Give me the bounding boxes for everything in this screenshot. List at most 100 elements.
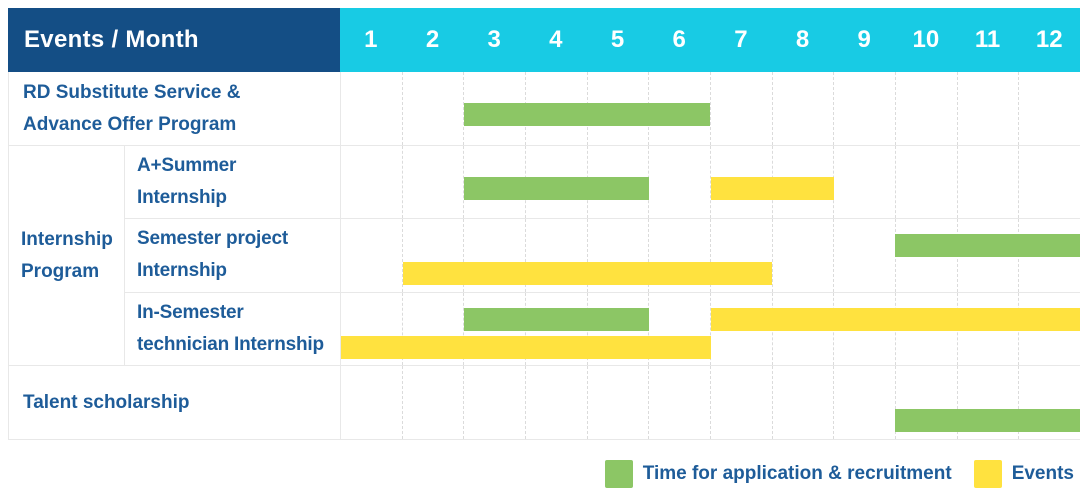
row-label-line: Program bbox=[21, 260, 100, 282]
row-rd-substitute-service-advance-offer-program: RD Substitute Service & Advance Offer Pro… bbox=[9, 72, 1080, 146]
row-label: RD Substitute Service & Advance Offer Pro… bbox=[9, 72, 341, 145]
events-bar bbox=[710, 177, 834, 200]
grid-cell bbox=[463, 72, 525, 145]
grid-cell bbox=[341, 72, 402, 145]
month-grid bbox=[341, 146, 1080, 219]
grid-cell bbox=[341, 219, 402, 291]
grid-cell bbox=[401, 146, 464, 219]
month-header-6: 6 bbox=[672, 26, 686, 53]
month-header-10: 10 bbox=[912, 26, 940, 53]
month-header-7: 7 bbox=[734, 26, 748, 53]
grid-cell bbox=[525, 366, 587, 439]
schedule-table: Events / Month 1 2 3 4 5 6 7 8 9 10 11 12 RD Substi… bbox=[8, 8, 1080, 440]
grid-cell bbox=[401, 366, 464, 439]
month-header-8: 8 bbox=[795, 26, 810, 53]
events-legend-label: Events bbox=[1011, 463, 1074, 484]
grid-cell bbox=[1018, 146, 1080, 219]
month-header-3: 3 bbox=[487, 26, 501, 53]
grid-cell bbox=[895, 366, 957, 439]
grid-cell bbox=[895, 72, 957, 145]
grid-cell bbox=[771, 72, 834, 145]
month-header-1: 1 bbox=[364, 26, 378, 53]
month-header-2: 2 bbox=[425, 26, 440, 53]
month-grid bbox=[341, 219, 1080, 292]
grid-cell bbox=[895, 146, 957, 219]
grid-cell bbox=[710, 366, 772, 439]
month-grid bbox=[341, 292, 1080, 365]
month-header-5: 5 bbox=[610, 26, 625, 53]
grid-cell bbox=[710, 219, 772, 292]
month-header-row: 1 2 3 4 5 6 7 8 9 10 11 12 bbox=[340, 8, 1080, 72]
application-legend-swatch bbox=[604, 460, 633, 488]
legend: Time for application & recruitment Event… bbox=[604, 458, 1074, 490]
grid-cell bbox=[341, 366, 402, 439]
grid-cell bbox=[1018, 366, 1080, 439]
grid-cell bbox=[956, 146, 1019, 219]
month-grid bbox=[341, 366, 1080, 439]
table-header: Events / Month 1 2 3 4 5 6 7 8 9 10 11 12 bbox=[8, 8, 1080, 72]
row-semester-project-internship: Semester project Internship bbox=[125, 219, 1080, 293]
month-header-12: 12 bbox=[1035, 26, 1063, 53]
events-bar bbox=[402, 262, 773, 286]
month-grid bbox=[341, 72, 1080, 145]
grid-cell bbox=[956, 366, 1019, 439]
row-label-line: In-Semester bbox=[137, 301, 244, 323]
grid-cell bbox=[586, 366, 649, 439]
grid-cell bbox=[463, 292, 525, 365]
grid-cell bbox=[833, 219, 895, 292]
group-label: Internship Program bbox=[9, 146, 125, 365]
grid-cell bbox=[586, 219, 649, 292]
grid-cell bbox=[648, 366, 710, 439]
grid-cell bbox=[710, 72, 772, 145]
month-header-4: 4 bbox=[549, 26, 563, 53]
grid-cell bbox=[648, 146, 710, 219]
events-legend-swatch bbox=[973, 460, 1002, 488]
events-month-title: Events / Month bbox=[24, 26, 199, 53]
row-label-line: technician Internship bbox=[137, 333, 324, 355]
grid-cell bbox=[956, 72, 1019, 145]
row-label-line: Talent scholarship bbox=[23, 391, 190, 413]
events-bar bbox=[710, 307, 1080, 331]
events-month-header-cell: Events / Month bbox=[8, 8, 340, 72]
events-bar bbox=[341, 335, 711, 359]
grid-cell bbox=[401, 219, 464, 292]
group-sub-rows: A+Summer Internship Semester project Intern… bbox=[125, 146, 1080, 365]
grid-cell bbox=[463, 146, 525, 219]
row-label-line: RD Substitute Service & bbox=[23, 81, 241, 103]
row-a-plus-summer-internship: A+Summer Internship bbox=[125, 146, 1080, 220]
row-label-line: Internship bbox=[21, 228, 113, 250]
schedule-body: RD Substitute Service & Advance Offer Pro… bbox=[8, 72, 1080, 440]
row-label: Semester project Internship bbox=[125, 219, 341, 292]
row-in-semester-technician-internship: In-Semester technician Internship bbox=[125, 292, 1080, 365]
application-bar bbox=[464, 177, 649, 200]
row-label-line: Advance Offer Program bbox=[23, 113, 237, 135]
grid-cell bbox=[341, 146, 402, 218]
grid-cell bbox=[833, 146, 895, 219]
grid-cell bbox=[401, 292, 464, 365]
grid-cell bbox=[833, 72, 895, 145]
row-label: Talent scholarship bbox=[9, 366, 341, 439]
grid-cell bbox=[463, 219, 525, 292]
row-label-line: Internship bbox=[137, 260, 227, 282]
row-label: A+Summer Internship bbox=[125, 146, 341, 219]
row-group-internship-program: Internship Program A+Summer Internship Semes… bbox=[9, 146, 1080, 366]
grid-cell bbox=[833, 366, 895, 439]
application-bar bbox=[464, 103, 711, 126]
month-header-11: 11 bbox=[974, 26, 1001, 53]
application-legend-label: Time for application & recruitment bbox=[642, 463, 952, 484]
row-label-line: Internship bbox=[137, 187, 227, 209]
row-label: In-Semester technician Internship bbox=[125, 292, 341, 365]
grid-cell bbox=[1018, 72, 1080, 145]
application-bar bbox=[895, 234, 1080, 258]
row-label-line: Semester project bbox=[137, 228, 288, 250]
row-talent-scholarship: Talent scholarship bbox=[9, 366, 1080, 440]
grid-cell bbox=[771, 366, 834, 439]
row-label-line: A+Summer bbox=[137, 155, 237, 177]
grid-cell bbox=[525, 219, 587, 292]
grid-cell bbox=[401, 72, 464, 145]
month-header-9: 9 bbox=[857, 26, 871, 53]
grid-cell bbox=[648, 219, 710, 292]
application-bar bbox=[464, 307, 649, 331]
grid-cell bbox=[771, 219, 834, 292]
